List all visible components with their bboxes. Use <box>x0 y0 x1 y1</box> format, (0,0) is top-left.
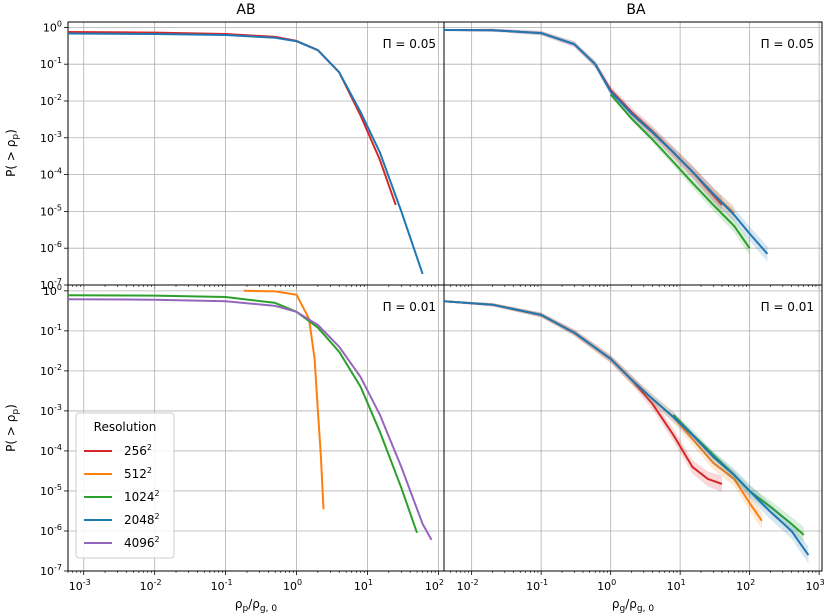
y-tick-label: 10-5 <box>40 483 62 498</box>
x-tick-label: 10-1 <box>526 578 548 593</box>
series-band-2048 <box>444 300 809 564</box>
series-group <box>444 28 769 262</box>
y-tick-label: 10-7 <box>40 563 62 578</box>
series-band-1024 <box>610 93 750 256</box>
y-tick-label: 10-1 <box>40 323 62 338</box>
legend-label-4096: 40962 <box>124 535 160 550</box>
panel-1-0 <box>443 21 823 289</box>
y-tick-label: 10-5 <box>40 203 62 218</box>
x-tick-label: 103 <box>806 578 825 593</box>
legend-label-512: 5122 <box>124 466 152 481</box>
y-tick-label: 10-2 <box>40 93 62 108</box>
x-tick-label: 10-1 <box>211 578 233 593</box>
legend-title: Resolution <box>94 420 157 434</box>
series-line-256 <box>68 31 397 206</box>
x-tick-label: 10-2 <box>140 578 162 593</box>
series-group <box>444 300 810 564</box>
series-line-4096 <box>68 298 433 541</box>
x-tick-label: 100 <box>283 578 302 593</box>
legend-box <box>75 412 175 559</box>
panel-0-0 <box>64 21 445 289</box>
series-band-2048 <box>444 28 768 262</box>
y-tick-label: 10-6 <box>40 523 62 538</box>
legend-label-2048: 20482 <box>124 512 160 527</box>
y-tick-label: 10-4 <box>40 167 62 182</box>
series-line-2048 <box>444 29 769 255</box>
y-tick-label: 100 <box>43 19 62 34</box>
x-tick-label: 101 <box>667 578 686 593</box>
series-line-1024 <box>68 294 418 534</box>
x-tick-label: 10-3 <box>69 578 91 593</box>
y-tick-label: 10-3 <box>40 403 62 418</box>
x-tick-label: 101 <box>354 578 373 593</box>
col-title-ba: BA <box>626 2 646 18</box>
x-tick-label: 10-2 <box>457 578 479 593</box>
y-axis-label: P( > ρp) <box>4 129 21 177</box>
series-band-512 <box>444 300 762 529</box>
panel-frame <box>67 21 445 286</box>
y-tick-label: 100 <box>43 283 62 298</box>
series-line-2048 <box>68 32 424 275</box>
panel-annotation: Π = 0.01 <box>761 300 814 314</box>
panel-annotation: Π = 0.05 <box>383 37 436 51</box>
series-line-2048 <box>444 300 810 556</box>
y-tick-label: 10-1 <box>40 56 62 71</box>
series-group <box>68 31 424 275</box>
legend-label-1024: 10242 <box>124 489 160 504</box>
y-tick-label: 10-3 <box>40 130 62 145</box>
series-line-1024 <box>609 93 751 249</box>
x-tick-label: 102 <box>425 578 444 593</box>
panel-frame <box>443 284 823 572</box>
x-axis-label: ρg/ρg, 0 <box>612 597 654 614</box>
panel-annotation: Π = 0.05 <box>761 37 814 51</box>
plot-area: 10010-110-210-310-410-510-610-710010-110… <box>4 19 825 614</box>
y-tick-label: 10-7 <box>40 277 62 292</box>
panel-annotation: Π = 0.01 <box>383 300 436 314</box>
legend-label-256: 2562 <box>124 443 152 458</box>
x-tick-label: 100 <box>597 578 616 593</box>
y-axis-label: P( > ρp) <box>4 404 21 452</box>
y-tick-label: 10-4 <box>40 443 62 458</box>
x-tick-label: 102 <box>736 578 755 593</box>
y-tick-label: 10-6 <box>40 240 62 255</box>
legend: Resolution 2562 5122 10242 20482 40962 <box>75 412 175 559</box>
series-group <box>68 289 433 541</box>
series-line-512 <box>243 289 325 510</box>
col-title-ab: AB <box>236 2 255 18</box>
panel-1-1 <box>443 284 823 575</box>
x-axis-label: ρp/ρg, 0 <box>235 597 277 614</box>
y-tick-label: 10-2 <box>40 363 62 378</box>
